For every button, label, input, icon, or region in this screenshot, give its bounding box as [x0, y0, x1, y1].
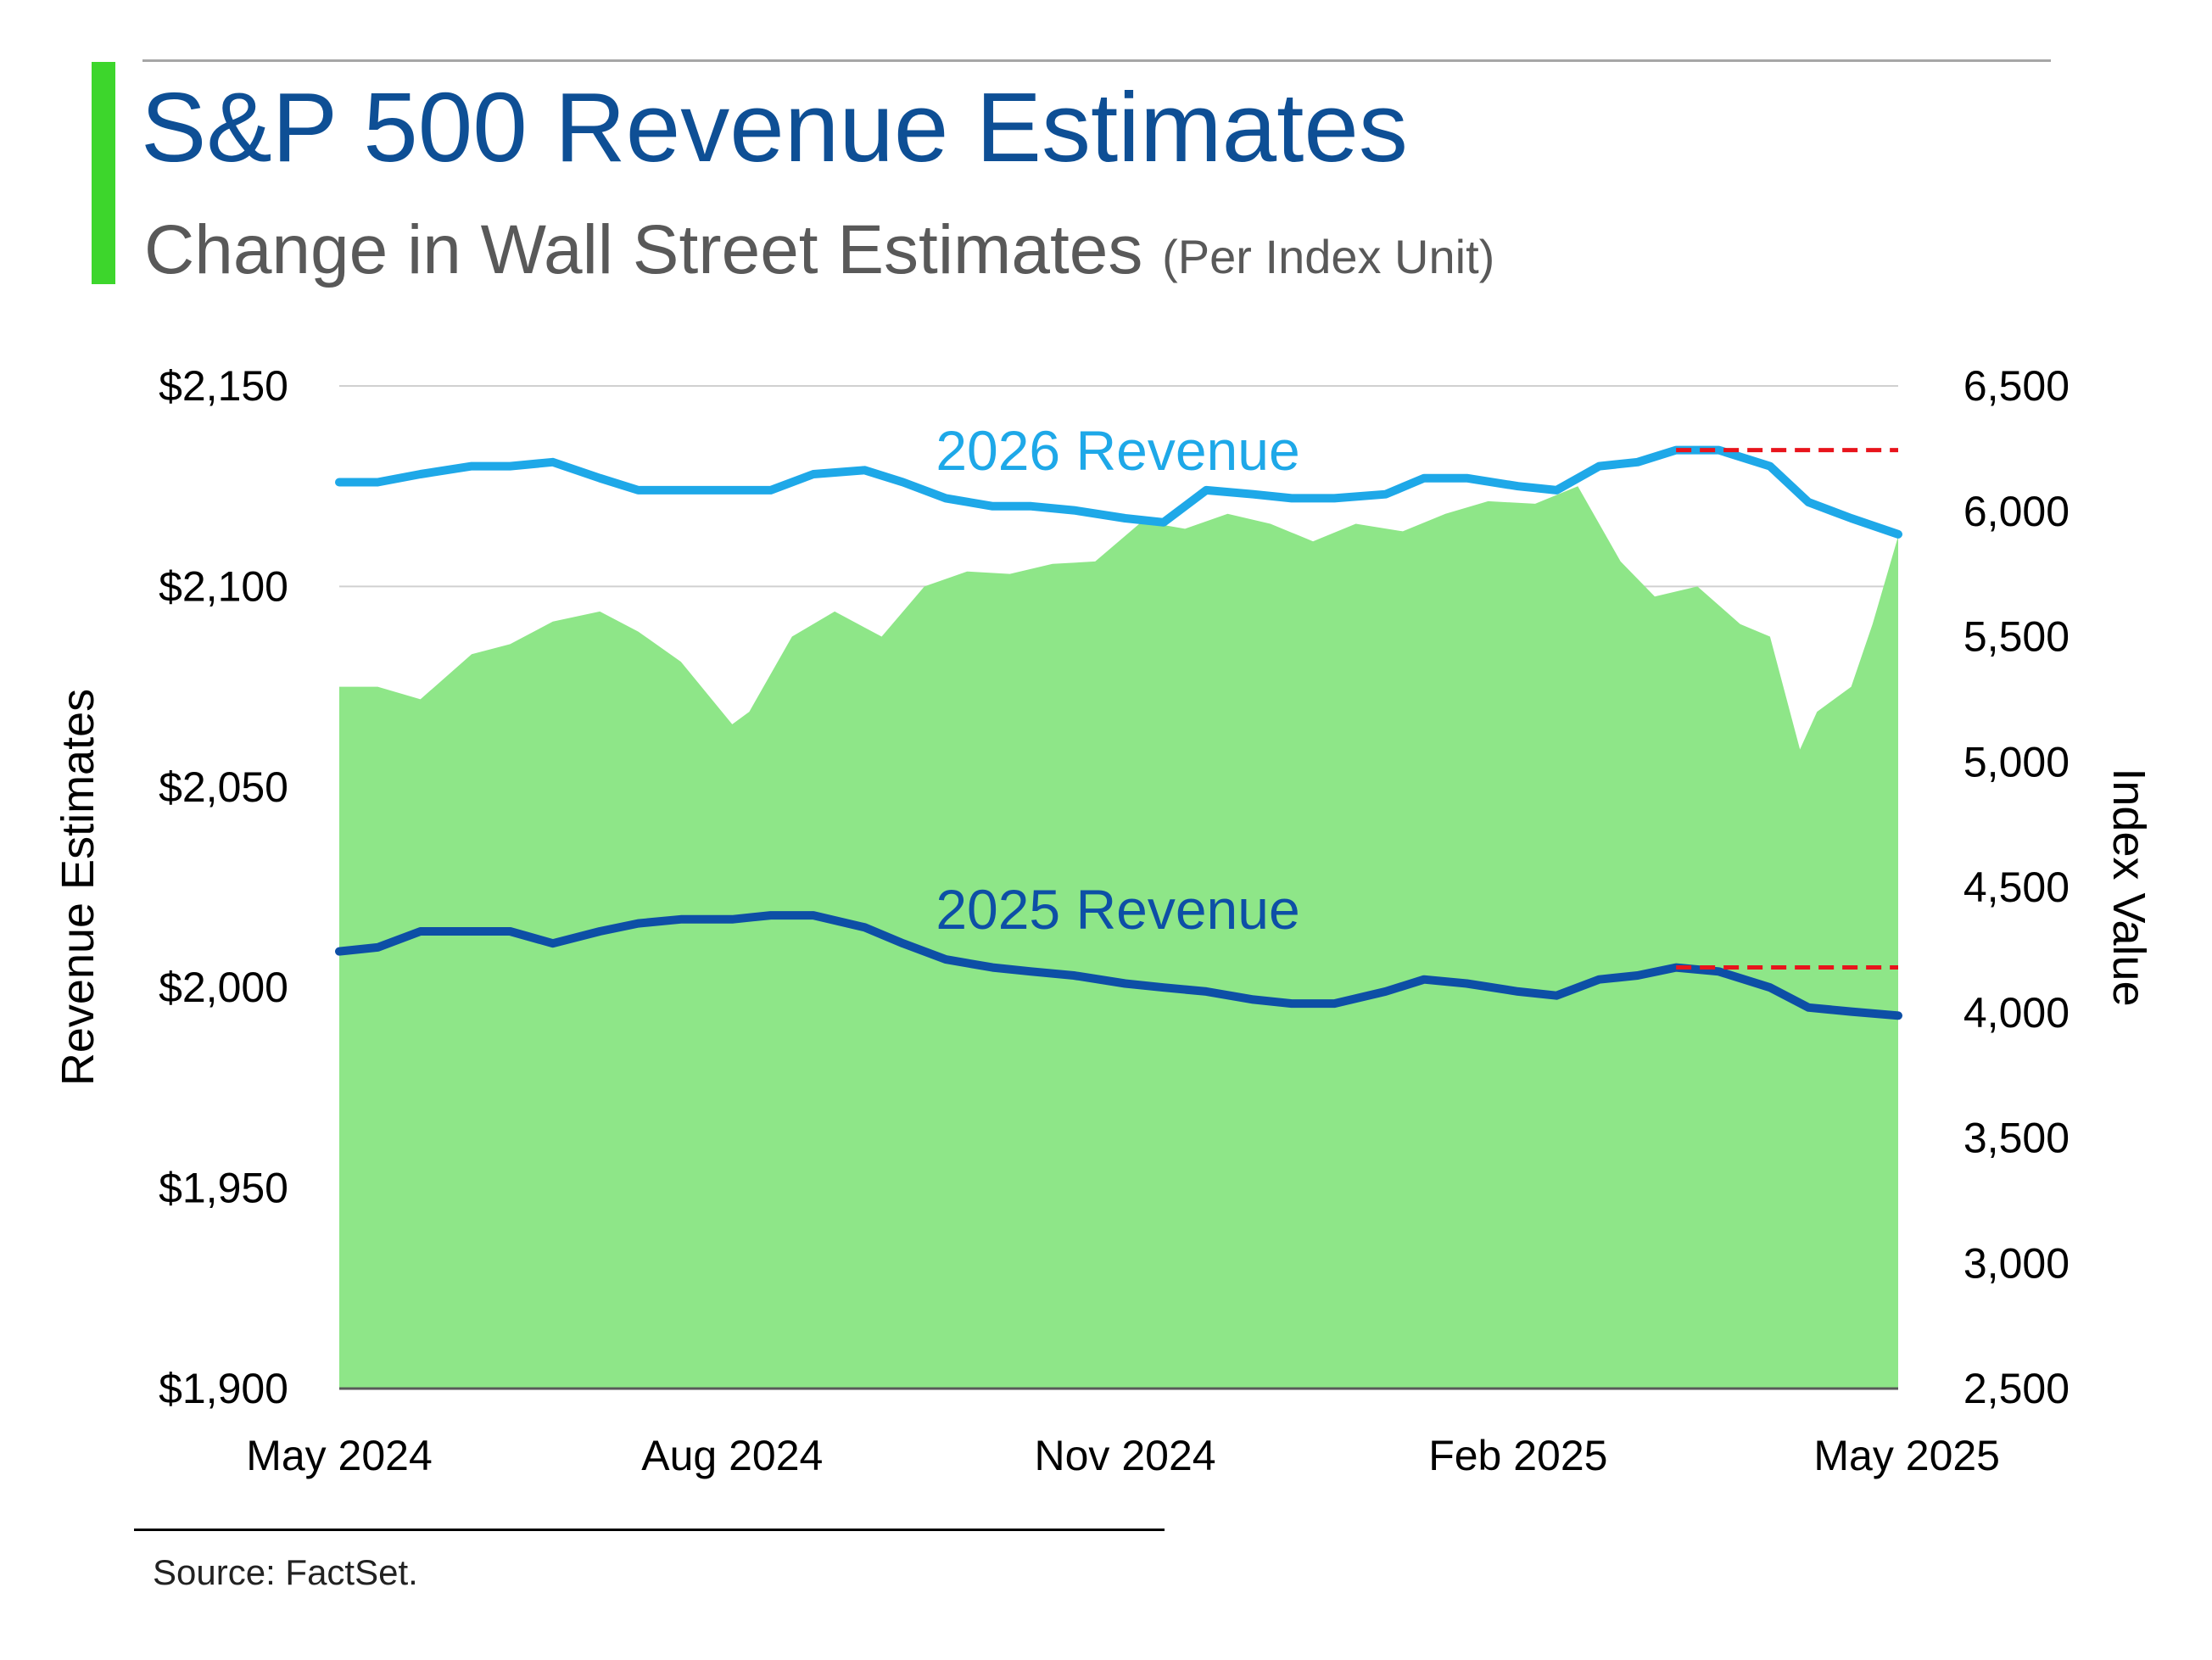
x-axis-tick-labels: May 2024 Aug 2024 Nov 2024 Feb 2025 May 2025 — [246, 1432, 2000, 1479]
right-tick-label-0: 2,500 — [1963, 1365, 2070, 1412]
right-tick-label-4: 4,500 — [1963, 864, 2070, 911]
chart-subtitle: Change in Wall Street Estimates (Per Ind… — [144, 215, 1494, 285]
right-tick-label-1: 3,000 — [1963, 1239, 2070, 1287]
label-2025-revenue: 2025 Revenue — [936, 878, 1299, 941]
right-tick-label-8: 6,500 — [1963, 362, 2070, 410]
right-tick-label-2: 3,500 — [1963, 1115, 2070, 1162]
chart-title: S&P 500 Revenue Estimates — [141, 72, 1408, 182]
left-tick-label-4: $2,100 — [159, 562, 288, 610]
x-tick-label-4: May 2025 — [1813, 1432, 2000, 1479]
revenue-lines — [335, 445, 1902, 1020]
subtitle-text: Change in Wall Street Estimates — [144, 211, 1143, 288]
right-axis-tick-labels: 2,500 3,000 3,500 4,000 4,500 5,000 5,500 6,000… — [1963, 362, 2070, 1412]
peak-reference-lines — [1676, 448, 1898, 970]
left-tick-label-5: $2,150 — [159, 362, 288, 410]
left-tick-label-3: $2,050 — [159, 763, 288, 811]
series-line-2025 — [335, 911, 1902, 1020]
label-2026-revenue: 2026 Revenue — [936, 419, 1299, 482]
series-line-2026 — [335, 445, 1902, 539]
left-tick-label-0: $1,900 — [159, 1365, 288, 1412]
index-value-area — [339, 486, 1898, 1389]
index-value-area-fill — [339, 486, 1898, 1389]
title-accent-bar — [92, 62, 115, 284]
x-tick-label-2: Nov 2024 — [1035, 1432, 1216, 1479]
right-tick-label-3: 4,000 — [1963, 989, 2070, 1037]
x-tick-label-0: May 2024 — [246, 1432, 433, 1479]
source-note: Source: FactSet. — [153, 1552, 418, 1592]
right-tick-label-7: 6,000 — [1963, 488, 2070, 535]
right-tick-label-5: 5,000 — [1963, 738, 2070, 785]
left-axis-title: Revenue Estimates — [53, 689, 103, 1086]
right-tick-label-6: 5,500 — [1963, 613, 2070, 661]
right-axis-title: Index Value — [2103, 768, 2154, 1006]
left-tick-label-2: $2,000 — [159, 964, 288, 1011]
x-tick-label-3: Feb 2025 — [1428, 1432, 1607, 1479]
left-axis-tick-labels: $1,900 $1,950 $2,000 $2,050 $2,100 $2,150 — [159, 362, 288, 1412]
x-tick-label-1: Aug 2024 — [641, 1432, 823, 1479]
top-rule — [142, 59, 2051, 62]
left-tick-label-1: $1,950 — [159, 1165, 288, 1212]
subtitle-note: (Per Index Unit) — [1162, 230, 1495, 283]
footer-rule — [134, 1529, 1165, 1531]
